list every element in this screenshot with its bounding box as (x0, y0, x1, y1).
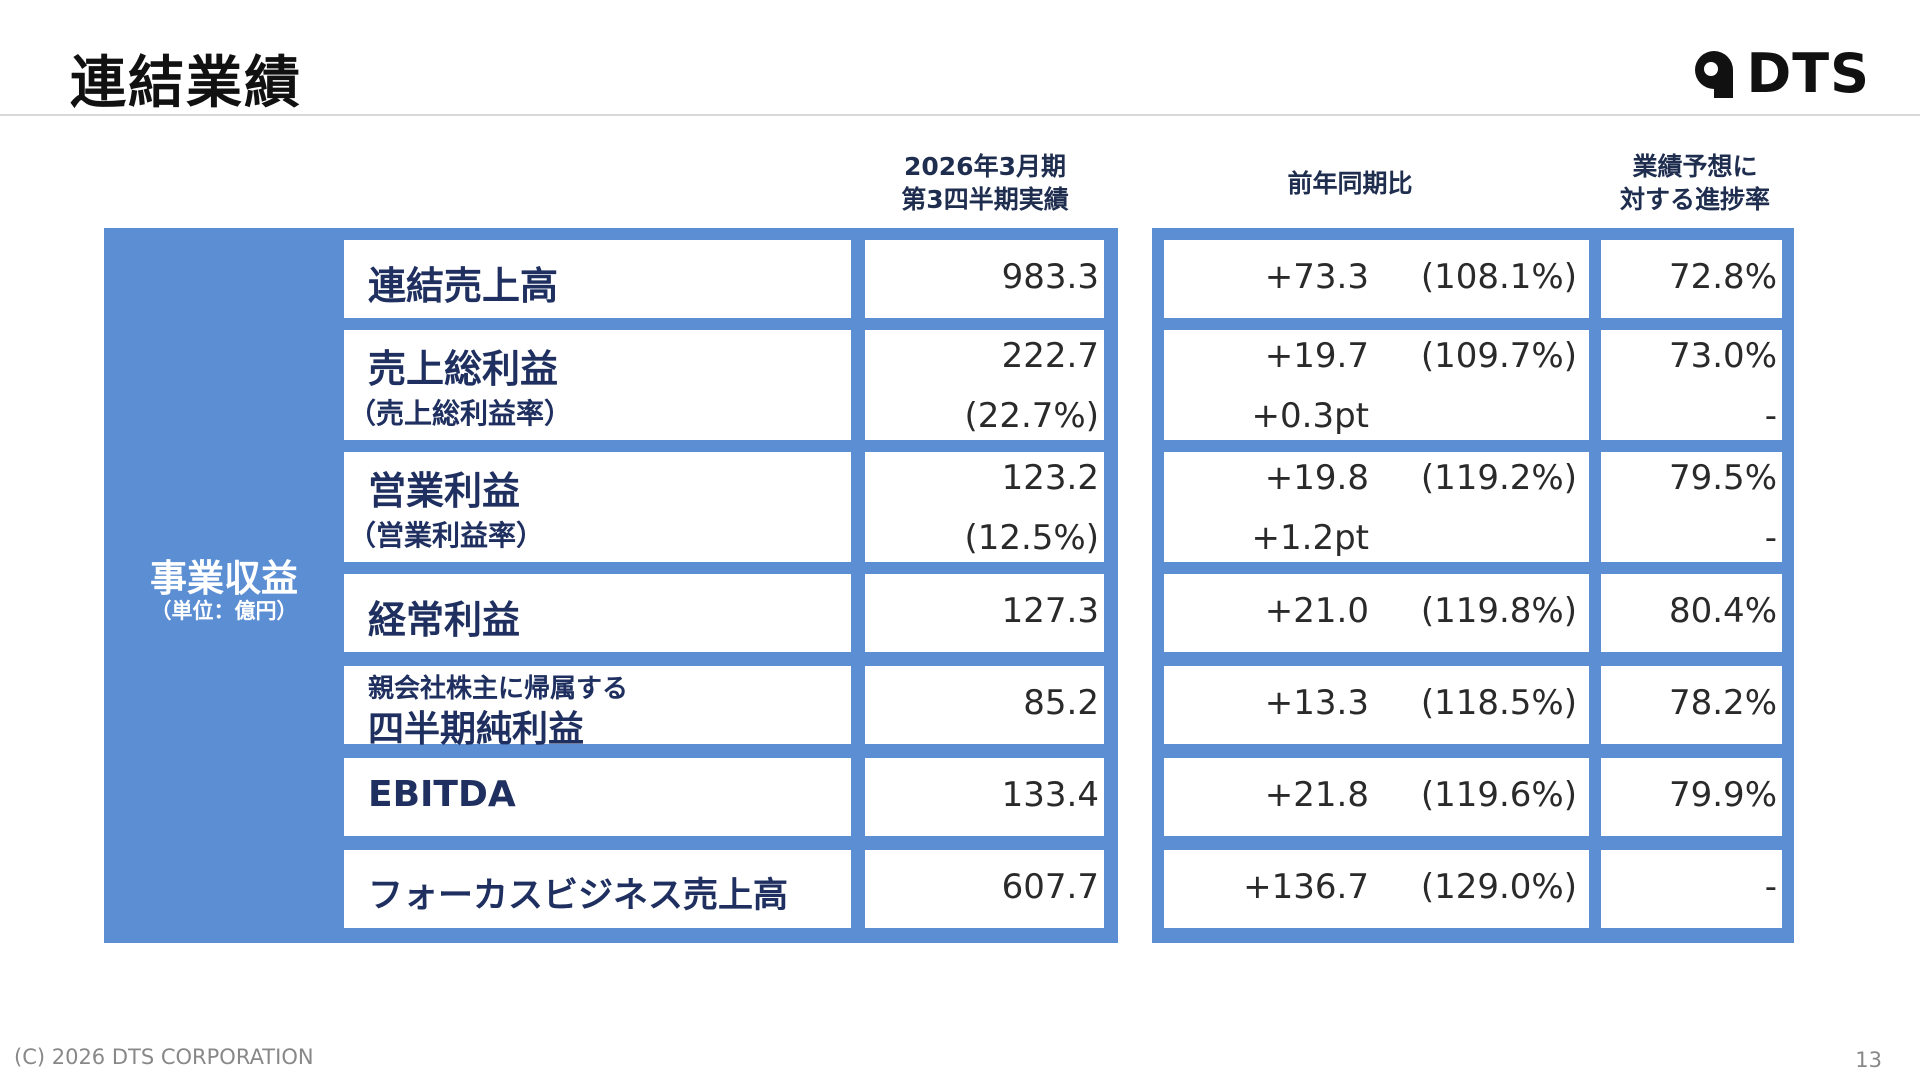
yoy-pct: (119.6%) (1420, 775, 1577, 815)
progress: 73.0% (1668, 336, 1777, 376)
yoy-pct: (129.0%) (1420, 867, 1577, 907)
value-cell: 983.3 (865, 240, 1104, 318)
page-title: 連結業績 (70, 51, 302, 116)
progress-cell: 80.4% (1601, 574, 1782, 652)
value-cell: 133.4 (865, 758, 1104, 836)
yoy-pct: (108.1%) (1420, 257, 1577, 297)
progress-sub: - (1764, 518, 1777, 558)
page-number: 13 (1855, 1048, 1882, 1072)
yoy-diff: +13.3 (1264, 683, 1369, 723)
progress: 79.9% (1668, 775, 1777, 815)
subvalue: (22.7%) (964, 396, 1099, 436)
value: 127.3 (1001, 591, 1099, 631)
value-cell: 127.3 (865, 574, 1104, 652)
row-label-cell: EBITDA (344, 758, 851, 836)
yoy-diff: +21.0 (1264, 591, 1369, 631)
header-current-period: 2026年3月期 第3四半期実績 (860, 150, 1110, 216)
yoy-cell: +21.0 (119.8%) (1164, 574, 1589, 652)
yoy-pct: (119.2%) (1420, 458, 1577, 498)
company-logo: DTS (1690, 44, 1870, 104)
yoy-cell: +19.7 (109.7%) +0.3pt (1164, 330, 1589, 440)
yoy-cell: +21.8 (119.6%) (1164, 758, 1589, 836)
segment-label: 事業収益 (150, 557, 298, 600)
value: 607.7 (1001, 867, 1099, 907)
header-progress-line1: 業績予想に (1632, 152, 1758, 181)
value-cell: 222.7 (22.7%) (865, 330, 1104, 440)
yoy-cell: +73.3 (108.1%) (1164, 240, 1589, 318)
yoy-cell: +19.8 (119.2%) +1.2pt (1164, 452, 1589, 562)
progress-cell: 79.5% - (1601, 452, 1782, 562)
row-label: 経常利益 (368, 598, 521, 642)
value-cell: 85.2 (865, 666, 1104, 744)
progress-cell: 78.2% (1601, 666, 1782, 744)
row-label-line2: 四半期純利益 (368, 709, 585, 750)
row-label-cell: 営業利益 （営業利益率） (344, 452, 851, 562)
row-sublabel: （売上総利益率） (348, 397, 573, 430)
yoy-cell: +136.7 (129.0%) (1164, 850, 1589, 928)
yoy-pct: (119.8%) (1420, 591, 1577, 631)
yoy-diff: +136.7 (1243, 867, 1369, 907)
row-label-cell: 売上総利益 （売上総利益率） (344, 330, 851, 440)
row-sublabel: （営業利益率） (348, 519, 545, 552)
value: 222.7 (1001, 336, 1099, 376)
value: 85.2 (1023, 683, 1099, 723)
row-label: 連結売上高 (368, 264, 559, 308)
value: 983.3 (1001, 257, 1099, 297)
yoy-sub: +0.3pt (1251, 396, 1369, 436)
row-label-cell: フォーカスビジネス売上高 (344, 850, 851, 928)
progress-sub: - (1764, 396, 1777, 436)
progress: - (1764, 867, 1777, 907)
header-current-line2: 第3四半期実績 (901, 185, 1069, 214)
row-label: 営業利益 (368, 469, 521, 513)
value: 123.2 (1001, 458, 1099, 498)
yoy-cell: +13.3 (118.5%) (1164, 666, 1589, 744)
progress: 79.5% (1668, 458, 1777, 498)
value-cell: 607.7 (865, 850, 1104, 928)
progress: 72.8% (1668, 257, 1777, 297)
logo-text: DTS (1746, 42, 1870, 105)
header-yoy: 前年同期比 (1287, 169, 1413, 198)
header-progress: 業績予想に 対する進捗率 (1590, 150, 1800, 216)
yoy-diff: +19.8 (1264, 458, 1369, 498)
copyright-footer: (C) 2026 DTS CORPORATION (14, 1045, 314, 1069)
progress-cell: 72.8% (1601, 240, 1782, 318)
value: 133.4 (1001, 775, 1099, 815)
yoy-diff: +19.7 (1264, 336, 1369, 376)
row-label-cell: 経常利益 (344, 574, 851, 652)
progress: 78.2% (1668, 683, 1777, 723)
row-label: 売上総利益 (368, 347, 559, 391)
progress-cell: 73.0% - (1601, 330, 1782, 440)
row-label: フォーカスビジネス売上高 (368, 876, 789, 916)
yoy-diff: +21.8 (1264, 775, 1369, 815)
header-progress-line2: 対する進捗率 (1619, 185, 1770, 214)
dts-logo-mark-icon (1695, 51, 1734, 98)
title-divider (0, 114, 1920, 116)
progress-cell: 79.9% (1601, 758, 1782, 836)
progress: 80.4% (1668, 591, 1777, 631)
progress-cell: - (1601, 850, 1782, 928)
subvalue: (12.5%) (964, 518, 1099, 558)
row-label-line1: 親会社株主に帰属する (368, 674, 629, 704)
value-cell: 123.2 (12.5%) (865, 452, 1104, 562)
yoy-sub: +1.2pt (1251, 518, 1369, 558)
row-label: EBITDA (368, 774, 516, 815)
row-label-cell: 親会社株主に帰属する 四半期純利益 (344, 666, 851, 750)
yoy-diff: +73.3 (1264, 257, 1369, 297)
header-current-line1: 2026年3月期 (904, 152, 1066, 181)
row-label-cell: 連結売上高 (344, 240, 851, 318)
yoy-pct: (118.5%) (1420, 683, 1577, 723)
segment-unit: （単位：億円） (150, 599, 298, 623)
yoy-pct: (109.7%) (1420, 336, 1577, 376)
